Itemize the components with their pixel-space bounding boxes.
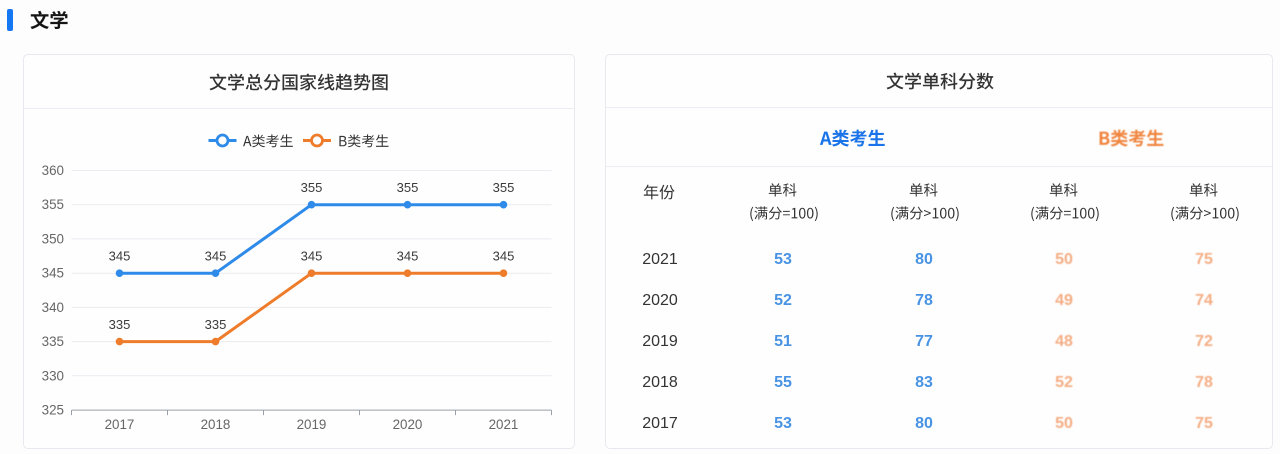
svg-text:345: 345 bbox=[492, 248, 514, 263]
svg-text:340: 340 bbox=[41, 299, 63, 314]
svg-text:345: 345 bbox=[204, 248, 226, 263]
svg-text:355: 355 bbox=[396, 180, 418, 195]
svg-text:345: 345 bbox=[41, 265, 63, 280]
svg-text:335: 335 bbox=[204, 317, 226, 332]
svg-text:325: 325 bbox=[41, 402, 63, 417]
svg-text:2021: 2021 bbox=[488, 417, 518, 432]
svg-text:360: 360 bbox=[41, 163, 63, 178]
svg-text:2018: 2018 bbox=[200, 417, 230, 432]
svg-text:2017: 2017 bbox=[104, 417, 134, 432]
svg-text:355: 355 bbox=[492, 180, 514, 195]
svg-text:345: 345 bbox=[396, 248, 418, 263]
svg-text:345: 345 bbox=[108, 248, 130, 263]
svg-text:345: 345 bbox=[300, 248, 322, 263]
svg-text:355: 355 bbox=[41, 197, 63, 212]
svg-text:330: 330 bbox=[41, 368, 63, 383]
svg-text:335: 335 bbox=[41, 334, 63, 349]
svg-text:2020: 2020 bbox=[392, 417, 422, 432]
svg-text:335: 335 bbox=[108, 317, 130, 332]
svg-text:355: 355 bbox=[300, 180, 322, 195]
svg-text:350: 350 bbox=[41, 231, 63, 246]
svg-text:2019: 2019 bbox=[296, 417, 326, 432]
